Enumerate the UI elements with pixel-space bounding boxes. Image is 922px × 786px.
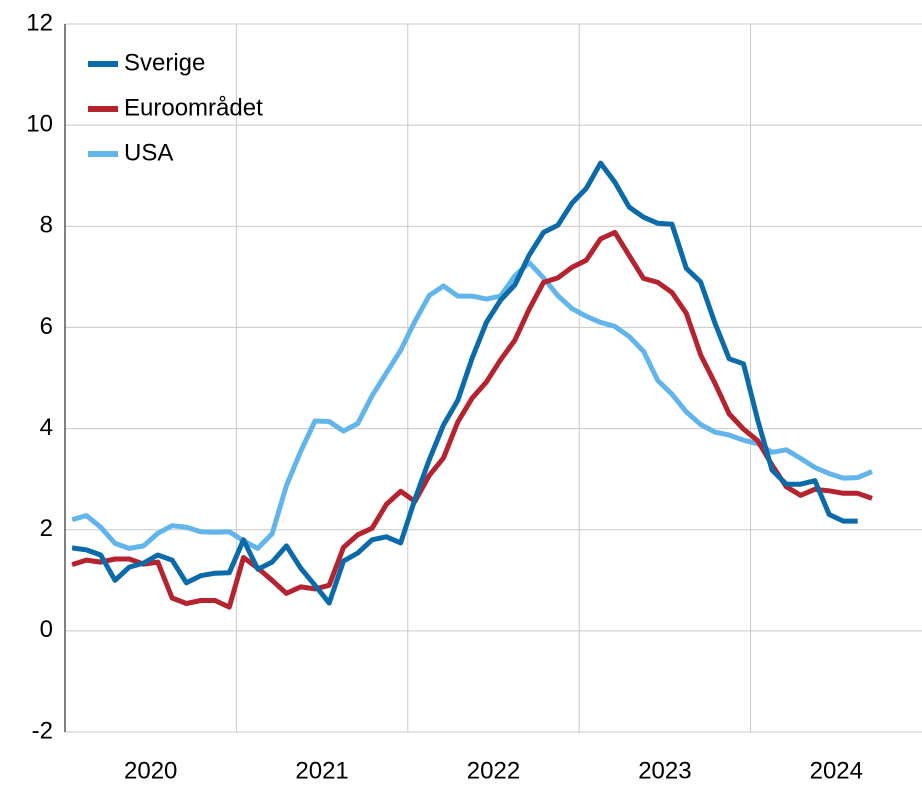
legend-label: Euroområdet bbox=[124, 94, 263, 121]
x-tick-label: 2023 bbox=[638, 757, 691, 784]
legend-label: USA bbox=[124, 139, 173, 166]
series-line bbox=[71, 160, 858, 606]
series-line bbox=[71, 260, 873, 551]
y-tick-label: 8 bbox=[40, 212, 53, 239]
series-line bbox=[71, 229, 873, 610]
x-tick-label: 2024 bbox=[810, 757, 863, 784]
y-tick-label: -2 bbox=[32, 717, 53, 744]
y-tick-label: 10 bbox=[26, 110, 53, 137]
x-tick-label: 2020 bbox=[124, 757, 177, 784]
legend-label: Sverige bbox=[124, 49, 205, 76]
y-tick-label: 4 bbox=[40, 414, 53, 441]
x-tick-label: 2021 bbox=[295, 757, 348, 784]
y-tick-label: 2 bbox=[40, 515, 53, 542]
x-tick-label: 2022 bbox=[467, 757, 520, 784]
y-tick-label: 12 bbox=[26, 9, 53, 36]
y-tick-label: 6 bbox=[40, 313, 53, 340]
y-tick-label: 0 bbox=[40, 616, 53, 643]
